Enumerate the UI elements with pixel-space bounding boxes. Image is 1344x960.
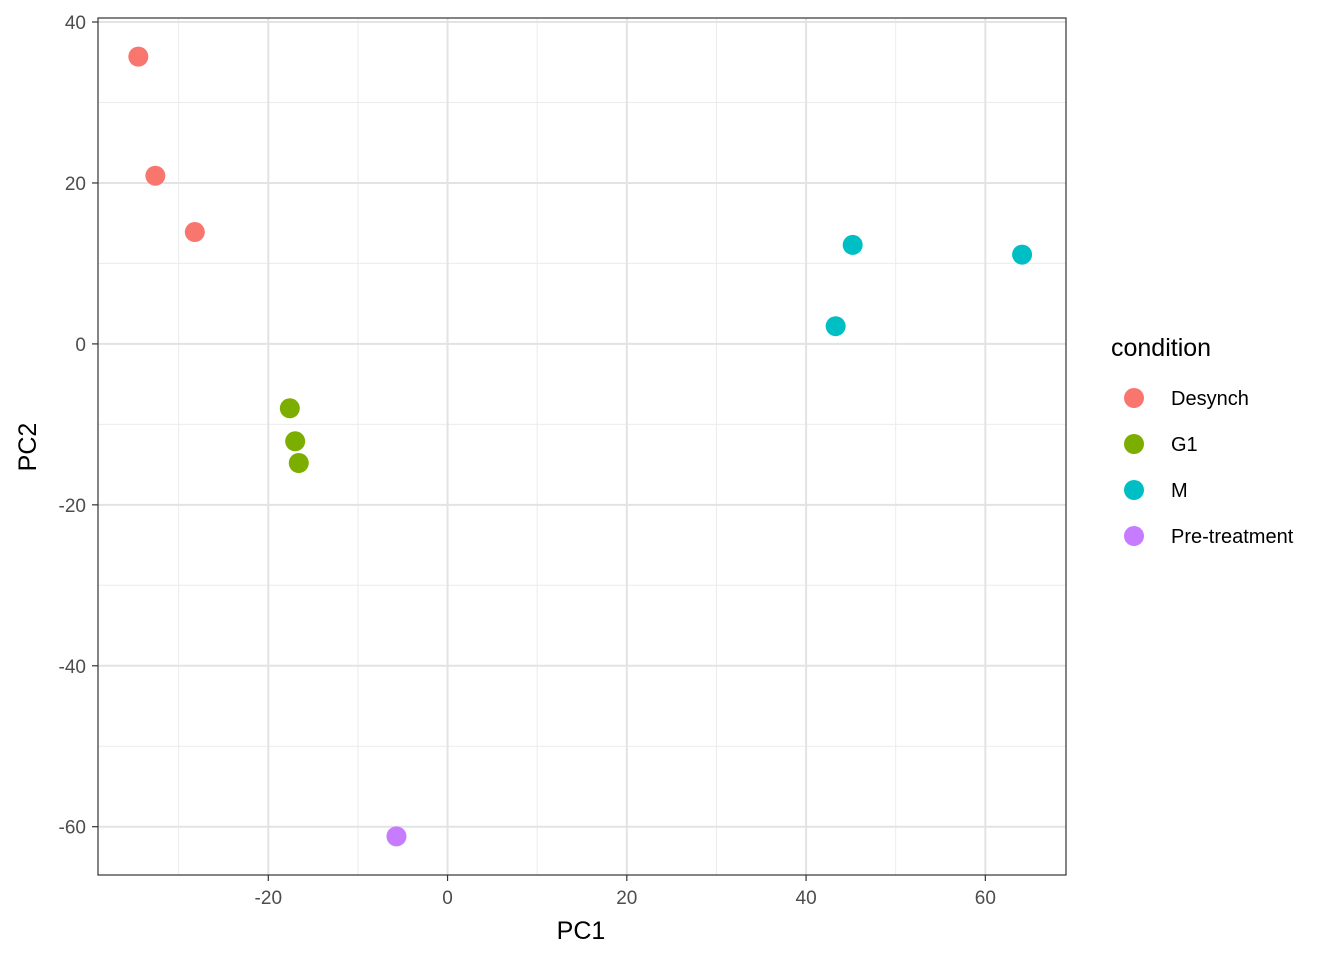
- y-tick-label: -20: [59, 496, 86, 517]
- data-point: [825, 316, 846, 337]
- y-tick-label: 20: [65, 174, 86, 195]
- data-points: [128, 46, 1033, 847]
- x-axis-title: PC1: [557, 917, 606, 945]
- data-point: [145, 165, 166, 186]
- data-point: [386, 826, 407, 847]
- y-tick-label: -40: [59, 657, 86, 678]
- legend-label: Desynch: [1171, 388, 1249, 410]
- data-point: [1012, 244, 1033, 265]
- data-point: [279, 398, 300, 419]
- x-tick-label: -20: [255, 888, 282, 909]
- y-axis-title: PC2: [14, 423, 42, 472]
- data-point: [184, 222, 205, 243]
- legend-key: [1124, 388, 1144, 408]
- x-axis: -20 0 20 40 60: [255, 875, 996, 909]
- y-tick-label: 40: [65, 13, 86, 34]
- y-tick-label: 0: [75, 335, 86, 356]
- legend-label: Pre-treatment: [1171, 526, 1294, 548]
- x-tick-label: 40: [796, 888, 817, 909]
- y-axis: 40 20 0 -20 -40 -60: [59, 13, 98, 839]
- legend-title: condition: [1111, 334, 1211, 362]
- data-point: [128, 46, 149, 67]
- y-tick-label: -60: [59, 818, 86, 839]
- x-tick-label: 60: [975, 888, 996, 909]
- panel-border: [97, 17, 1067, 876]
- legend-label: G1: [1171, 434, 1198, 456]
- x-tick-label: 0: [442, 888, 453, 909]
- legend-key: [1124, 434, 1144, 454]
- data-point: [288, 452, 309, 473]
- x-tick-label: 20: [616, 888, 637, 909]
- legend-label: M: [1171, 480, 1188, 502]
- major-gridlines: [98, 18, 1066, 875]
- legend-key: [1124, 526, 1144, 546]
- legend-key: [1124, 480, 1144, 500]
- legend: condition Desynch G1 M Pre-treatment: [1111, 334, 1294, 548]
- data-point: [842, 234, 863, 255]
- data-point: [285, 431, 306, 452]
- minor-gridlines: [98, 18, 1066, 875]
